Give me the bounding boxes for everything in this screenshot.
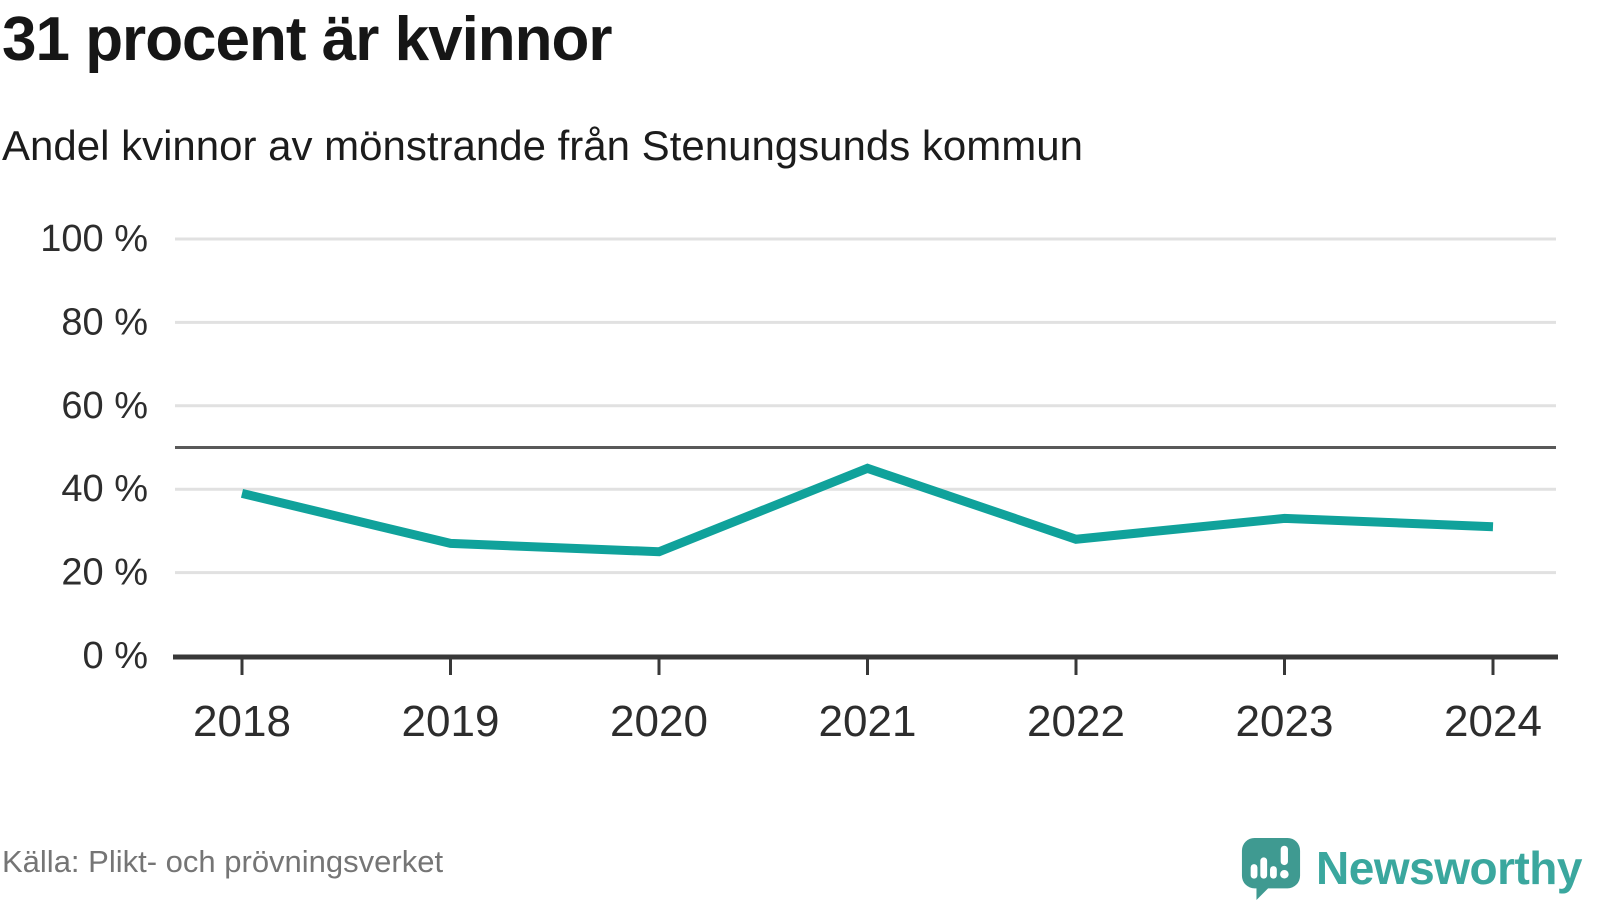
- y-axis-label: 40 %: [61, 468, 148, 510]
- y-axis-label: 20 %: [61, 552, 148, 594]
- y-axis-label: 60 %: [61, 385, 148, 427]
- brand-wordmark: Newsworthy: [1316, 842, 1582, 894]
- source-note: Källa: Plikt- och prövningsverket: [2, 844, 444, 879]
- data-line: [240, 463, 1494, 557]
- y-axis-label: 100 %: [40, 218, 148, 260]
- chart-subtitle: Andel kvinnor av mönstrande från Stenung…: [2, 122, 1083, 169]
- newsworthy-logo-icon: [1241, 837, 1301, 900]
- y-axis-label: 0 %: [83, 635, 148, 677]
- x-axis-label: 2021: [819, 697, 917, 746]
- page-title: 31 procent är kvinnor: [2, 5, 613, 74]
- x-axis-label: 2023: [1236, 697, 1334, 746]
- x-axis-label: 2022: [1027, 697, 1125, 746]
- x-axis-label: 2018: [193, 697, 291, 746]
- x-axis-label: 2024: [1444, 697, 1542, 746]
- x-axis-label: 2019: [402, 697, 500, 746]
- brand-footer: Newsworthy: [1240, 836, 1582, 900]
- x-axis-label: 2020: [610, 697, 708, 746]
- y-axis-label: 80 %: [61, 301, 148, 343]
